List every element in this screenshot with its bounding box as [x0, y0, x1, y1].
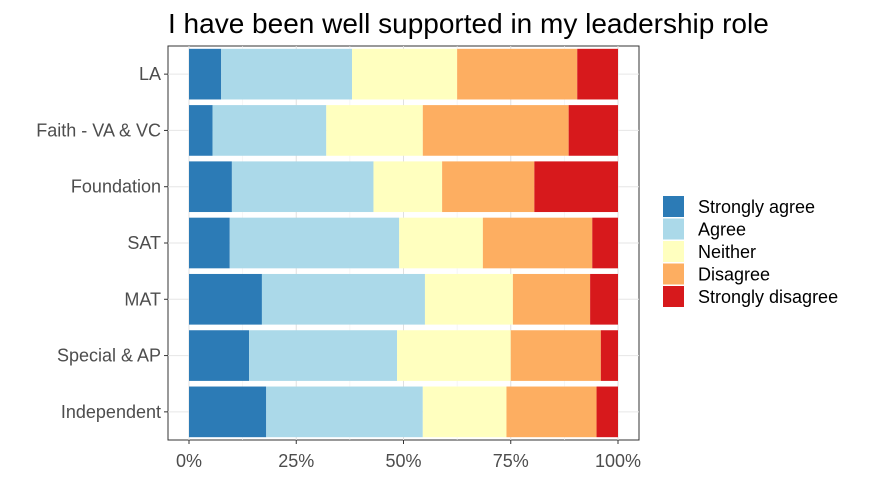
- x-tick-label: 75%: [493, 451, 529, 471]
- legend-key: [663, 286, 684, 307]
- y-tick-label: SAT: [127, 233, 161, 253]
- bar-segment: [568, 105, 618, 156]
- plot-area: LA Faith - VA & VC Foundation SAT MAT Special…: [36, 45, 641, 471]
- bars: [189, 48, 618, 438]
- bar-segment: [510, 330, 601, 381]
- y-tick-label: Foundation: [71, 177, 161, 197]
- bar-segment: [221, 48, 353, 100]
- x-tick-label: 0%: [176, 451, 202, 471]
- bar-segment: [482, 217, 593, 269]
- bar-segment: [457, 48, 578, 100]
- bar-segment: [326, 105, 423, 156]
- bar-segment: [189, 161, 232, 213]
- y-tick-label: MAT: [124, 289, 161, 309]
- legend-key: [663, 196, 684, 217]
- bar-segment: [596, 386, 618, 438]
- bar-segment: [231, 161, 374, 213]
- bar-segment: [266, 386, 423, 438]
- legend-key: [663, 218, 684, 240]
- bar-segment: [512, 273, 591, 325]
- y-tick-label: Special & AP: [57, 346, 161, 366]
- bar-segment: [506, 386, 597, 438]
- legend-label: Neither: [698, 242, 756, 262]
- bar-segment: [229, 217, 400, 269]
- x-tick-label: 25%: [278, 451, 314, 471]
- bar-segment: [592, 217, 618, 269]
- bar-segment: [422, 105, 569, 156]
- bar-segment: [189, 273, 262, 325]
- bar-segment: [534, 161, 618, 213]
- bar-segment: [422, 386, 507, 438]
- legend-label: Agree: [698, 220, 746, 240]
- legend-label: Disagree: [698, 265, 770, 285]
- bar-segment: [189, 330, 250, 381]
- bar-segment: [352, 48, 458, 100]
- legend-key: [663, 241, 684, 262]
- bar-segment: [600, 330, 618, 381]
- legend-label: Strongly agree: [698, 197, 815, 217]
- bar-segment: [261, 273, 425, 325]
- bar-segment: [397, 330, 511, 381]
- bar-segment: [212, 105, 327, 156]
- x-tick-label: 100%: [595, 451, 641, 471]
- bar-segment: [189, 386, 267, 438]
- y-tick-label: Independent: [61, 402, 161, 422]
- bar-segment: [399, 217, 483, 269]
- x-axis: 0% 25% 50% 75% 100%: [176, 440, 641, 471]
- bar-segment: [189, 217, 230, 269]
- bar-segment: [189, 48, 222, 100]
- legend-label: Strongly disagree: [698, 287, 838, 307]
- chart-title: I have been well supported in my leaders…: [168, 8, 769, 39]
- bar-segment: [249, 330, 398, 381]
- bar-segment: [442, 161, 535, 213]
- bar-segment: [590, 273, 618, 325]
- bar-segment: [373, 161, 443, 213]
- bar-segment: [424, 273, 513, 325]
- y-tick-label: LA: [139, 64, 161, 84]
- x-tick-label: 50%: [385, 451, 421, 471]
- y-axis: LA Faith - VA & VC Foundation SAT MAT Special…: [36, 64, 168, 422]
- legend-key: [663, 263, 684, 285]
- y-tick-label: Faith - VA & VC: [36, 120, 161, 140]
- bar-segment: [189, 105, 213, 156]
- bar-segment: [577, 48, 618, 100]
